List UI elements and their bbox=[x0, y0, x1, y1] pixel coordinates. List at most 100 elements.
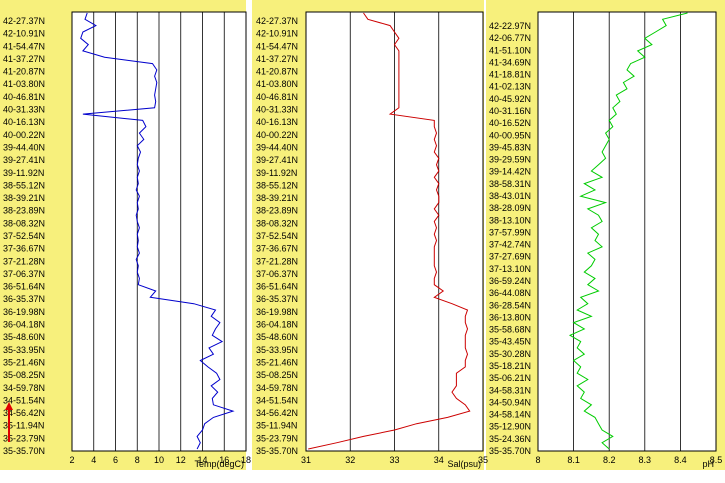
salinity-x-tick-label: 34 bbox=[434, 455, 444, 465]
ph-latitude-label: 34-58.14N bbox=[489, 410, 531, 420]
ph-plot-area bbox=[537, 11, 717, 452]
temperature-x-tick-label: 14 bbox=[197, 455, 207, 465]
ph-x-tick-label: 8.5 bbox=[710, 455, 723, 465]
temperature-x-tick-label: 8 bbox=[135, 455, 140, 465]
ph-latitude-label: 37-13.10N bbox=[489, 264, 531, 274]
ph-x-tick-label: 8.3 bbox=[639, 455, 652, 465]
temperature-latitude-label: 36-35.37N bbox=[3, 294, 45, 304]
ph-latitude-label: 35-35.70N bbox=[489, 446, 531, 456]
temperature-latitude-label: 40-31.33N bbox=[3, 105, 45, 115]
temperature-latitude-label: 34-59.78N bbox=[3, 383, 45, 393]
salinity-latitude-label: 40-31.33N bbox=[256, 105, 298, 115]
salinity-x-tick-label: 31 bbox=[301, 455, 311, 465]
salinity-latitude-label: 35-48.60N bbox=[256, 332, 298, 342]
temperature-latitude-label: 35-11.94N bbox=[3, 421, 44, 431]
salinity-latitude-label: 41-37.27N bbox=[256, 54, 298, 64]
temperature-latitude-label: 41-03.80N bbox=[3, 79, 45, 89]
ph-latitude-label: 36-28.54N bbox=[489, 300, 531, 310]
ph-latitude-label: 42-06.77N bbox=[489, 33, 531, 43]
temperature-latitude-label: 38-39.21N bbox=[3, 193, 45, 203]
ph-latitude-label: 39-45.83N bbox=[489, 142, 531, 152]
ph-x-tick-label: 8.2 bbox=[603, 455, 616, 465]
salinity-latitude-label: 37-06.37N bbox=[256, 269, 298, 279]
salinity-latitude-label: 34-59.78N bbox=[256, 383, 298, 393]
salinity-latitude-label: 41-54.47N bbox=[256, 41, 298, 51]
temperature-latitude-label: 41-37.27N bbox=[3, 54, 45, 64]
temperature-latitude-label: 42-27.37N bbox=[3, 16, 45, 26]
ph-latitude-label: 38-58.31N bbox=[489, 179, 531, 189]
salinity-x-tick-label: 33 bbox=[389, 455, 399, 465]
ph-latitude-label: 40-31.16N bbox=[489, 106, 531, 116]
salinity-latitude-label: 37-21.28N bbox=[256, 256, 298, 266]
salinity-latitude-label: 35-11.94N bbox=[256, 421, 297, 431]
salinity-x-tick-label: 35 bbox=[478, 455, 488, 465]
salinity-latitude-label: 35-23.79N bbox=[256, 433, 298, 443]
temperature-latitude-label: 41-54.47N bbox=[3, 41, 45, 51]
ph-latitude-label: 36-44.08N bbox=[489, 288, 531, 298]
temperature-latitude-label: 37-21.28N bbox=[3, 256, 45, 266]
salinity-latitude-label: 40-46.81N bbox=[256, 92, 298, 102]
ph-latitude-label: 36-13.80N bbox=[489, 312, 531, 322]
salinity-latitude-label: 42-27.37N bbox=[256, 16, 298, 26]
temperature-latitude-label: 35-23.79N bbox=[3, 433, 45, 443]
ph-latitude-label: 35-43.45N bbox=[489, 337, 531, 347]
temperature-latitude-label: 42-10.91N bbox=[3, 29, 45, 39]
ph-latitude-label: 35-30.28N bbox=[489, 349, 531, 359]
salinity-latitude-label: 37-52.54N bbox=[256, 231, 298, 241]
north-arrow-icon bbox=[5, 402, 13, 442]
temperature-latitude-label: 39-11.92N bbox=[3, 168, 44, 178]
temperature-latitude-label: 38-08.32N bbox=[3, 218, 45, 228]
ph-latitude-label: 42-22.97N bbox=[489, 21, 531, 31]
ph-latitude-label: 38-13.10N bbox=[489, 215, 531, 225]
salinity-latitude-label: 35-35.70N bbox=[256, 446, 298, 456]
salinity-latitude-label: 38-39.21N bbox=[256, 193, 298, 203]
temperature-x-tick-label: 4 bbox=[91, 455, 96, 465]
temperature-latitude-label: 39-44.40N bbox=[3, 142, 45, 152]
ph-x-tick-label: 8.1 bbox=[567, 455, 580, 465]
temperature-latitude-label: 37-06.37N bbox=[3, 269, 45, 279]
ph-latitude-label: 41-02.13N bbox=[489, 82, 531, 92]
temperature-latitude-label: 41-20.87N bbox=[3, 67, 45, 77]
temperature-x-tick-label: 6 bbox=[113, 455, 118, 465]
salinity-latitude-label: 39-44.40N bbox=[256, 142, 298, 152]
temperature-x-tick-label: 2 bbox=[69, 455, 74, 465]
ph-x-tick-label: 8.4 bbox=[674, 455, 687, 465]
temperature-latitude-label: 40-16.13N bbox=[3, 117, 45, 127]
ph-latitude-label: 41-51.10N bbox=[489, 45, 531, 55]
salinity-latitude-label: 34-56.42N bbox=[256, 408, 298, 418]
temperature-latitude-label: 39-27.41N bbox=[3, 155, 45, 165]
salinity-latitude-label: 39-27.41N bbox=[256, 155, 298, 165]
salinity-latitude-label: 35-08.25N bbox=[256, 370, 298, 380]
ph-latitude-label: 35-58.68N bbox=[489, 325, 531, 335]
temperature-latitude-label: 35-21.46N bbox=[3, 357, 45, 367]
temperature-latitude-label: 35-48.60N bbox=[3, 332, 45, 342]
salinity-latitude-label: 41-20.87N bbox=[256, 67, 298, 77]
temperature-latitude-label: 40-00.22N bbox=[3, 130, 45, 140]
ph-latitude-label: 35-24.36N bbox=[489, 434, 531, 444]
temperature-latitude-label: 37-36.67N bbox=[3, 244, 45, 254]
temperature-latitude-label: 35-33.95N bbox=[3, 345, 45, 355]
salinity-latitude-label: 40-00.22N bbox=[256, 130, 298, 140]
salinity-latitude-label: 36-19.98N bbox=[256, 307, 298, 317]
ph-latitude-label: 39-14.42N bbox=[489, 167, 531, 177]
salinity-latitude-label: 39-11.92N bbox=[256, 168, 297, 178]
ph-latitude-label: 35-12.90N bbox=[489, 422, 531, 432]
salinity-latitude-label: 38-55.12N bbox=[256, 180, 298, 190]
temperature-x-tick-label: 12 bbox=[176, 455, 186, 465]
temperature-latitude-label: 34-51.54N bbox=[3, 395, 45, 405]
ph-latitude-label: 37-27.69N bbox=[489, 252, 531, 262]
salinity-latitude-label: 36-35.37N bbox=[256, 294, 298, 304]
ph-latitude-label: 37-42.74N bbox=[489, 240, 531, 250]
ph-latitude-label: 38-28.09N bbox=[489, 203, 531, 213]
temperature-latitude-label: 38-55.12N bbox=[3, 180, 45, 190]
salinity-latitude-label: 38-08.32N bbox=[256, 218, 298, 228]
temperature-latitude-label: 35-35.70N bbox=[3, 446, 45, 456]
salinity-latitude-label: 35-33.95N bbox=[256, 345, 298, 355]
salinity-latitude-label: 41-03.80N bbox=[256, 79, 298, 89]
temperature-x-tick-label: 10 bbox=[154, 455, 164, 465]
salinity-latitude-label: 40-16.13N bbox=[256, 117, 298, 127]
salinity-x-tick-label: 32 bbox=[345, 455, 355, 465]
salinity-latitude-label: 36-04.18N bbox=[256, 320, 298, 330]
temperature-x-tick-label: 16 bbox=[219, 455, 229, 465]
temperature-latitude-label: 36-19.98N bbox=[3, 307, 45, 317]
